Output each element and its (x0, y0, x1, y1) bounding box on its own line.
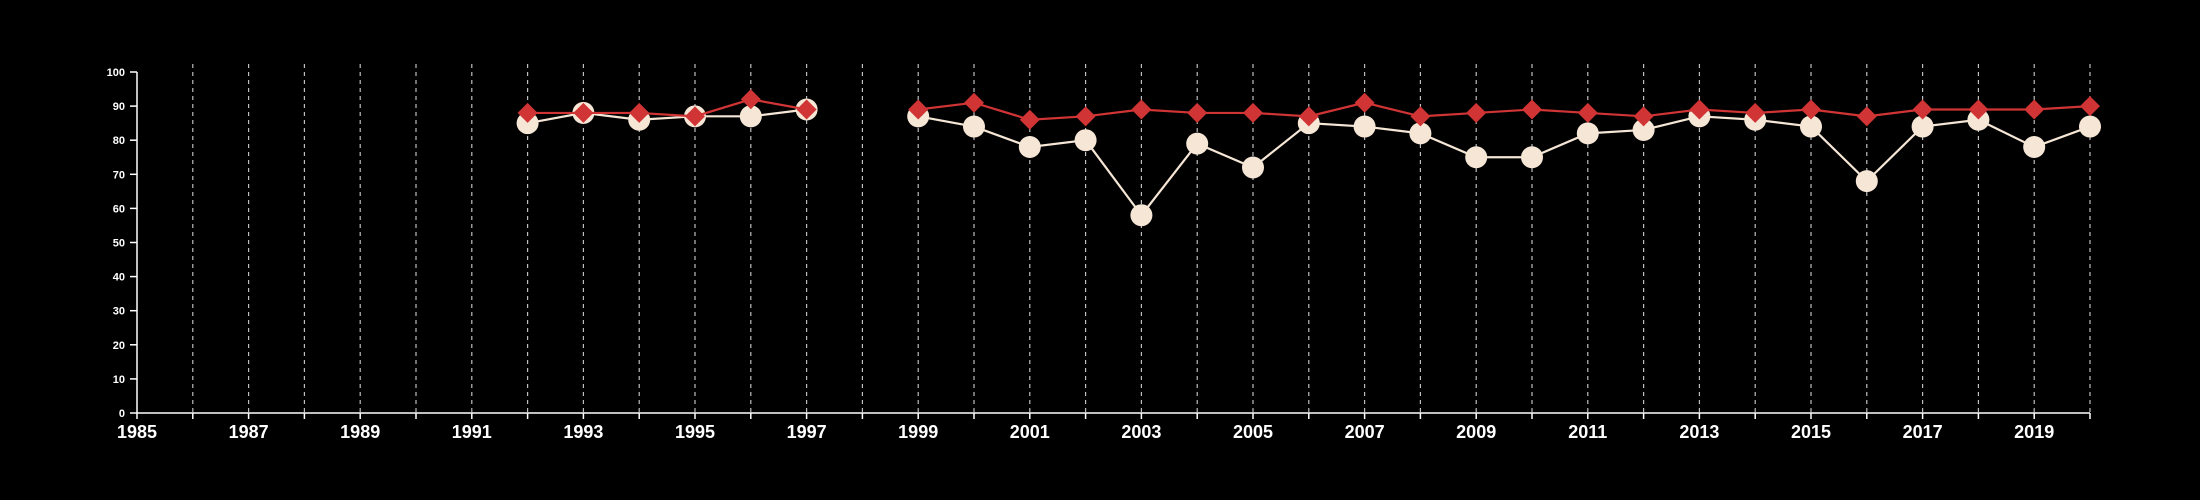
data-point-diamond (1187, 102, 1208, 123)
data-point-diamond (1410, 106, 1431, 127)
x-tick-label: 1995 (675, 422, 715, 442)
x-tick-label: 2001 (1010, 422, 1050, 442)
data-point-circle (739, 105, 762, 128)
y-tick-label: 40 (113, 272, 125, 284)
x-tick-label: 2017 (1903, 422, 1943, 442)
data-point-circle (1855, 170, 1878, 193)
y-tick-label: 70 (113, 169, 125, 181)
data-point-diamond (1577, 102, 1598, 123)
x-tick-label: 2015 (1791, 422, 1831, 442)
x-tick-label: 2019 (2014, 422, 2054, 442)
data-point-diamond (796, 99, 817, 120)
data-point-circle (2079, 115, 2101, 138)
data-point-diamond (2024, 99, 2045, 120)
data-point-diamond (1856, 106, 1877, 127)
data-point-diamond (1075, 106, 1096, 127)
y-tick-label: 0 (119, 408, 125, 420)
data-point-diamond (964, 92, 984, 113)
x-tick-label: 1991 (452, 422, 492, 442)
y-tick-label: 60 (113, 203, 125, 215)
data-point-diamond (1019, 109, 1040, 130)
y-tick-label: 80 (113, 135, 125, 147)
data-point-circle (1074, 129, 1097, 152)
y-tick-label: 20 (113, 340, 125, 352)
data-point-diamond (573, 102, 594, 123)
data-point-diamond (1522, 99, 1542, 120)
series-1-line (527, 108, 807, 125)
x-tick-label: 2003 (1121, 422, 1161, 442)
x-tick-label: 2009 (1456, 422, 1496, 442)
data-point-circle (1130, 204, 1153, 227)
data-point-circle (516, 112, 539, 135)
series-2-line (918, 101, 2091, 121)
data-point-circle (1911, 115, 1934, 138)
data-point-circle (1967, 108, 1990, 131)
data-point-circle (1409, 122, 1432, 145)
x-tick-label: 1987 (229, 422, 269, 442)
data-point-diamond (1131, 99, 1152, 120)
data-point-circle (1576, 122, 1599, 145)
data-point-diamond (1243, 102, 1263, 123)
data-point-diamond (517, 102, 538, 123)
data-point-circle (1465, 146, 1488, 169)
x-tick-label: 1997 (787, 422, 827, 442)
data-point-diamond (1968, 99, 1989, 120)
data-point-diamond (1633, 106, 1654, 127)
y-tick-label: 90 (113, 101, 125, 113)
data-point-diamond (740, 89, 761, 110)
data-point-circle (1521, 146, 1543, 169)
data-point-circle (1242, 156, 1264, 179)
x-tick-label: 2011 (1568, 422, 1607, 442)
data-point-circle (1353, 115, 1376, 138)
series-group (516, 89, 2101, 227)
data-point-diamond (629, 102, 650, 123)
axes: 0 10 20 30 40 50 60 70 80 90 100 1985 1987 1989 1991 19… (107, 67, 2091, 442)
data-point-circle (2023, 136, 2046, 159)
data-point-diamond (1689, 99, 1710, 120)
x-tick-label: 1985 (117, 422, 157, 442)
data-point-diamond (1298, 106, 1319, 127)
data-point-circle (1632, 118, 1655, 141)
x-tick-label: 2013 (1679, 422, 1719, 442)
y-tick-label: 50 (113, 238, 125, 250)
x-tick-label: 2005 (1233, 422, 1273, 442)
data-point-diamond (1801, 99, 1821, 120)
series-2 (517, 89, 2100, 130)
data-point-circle (963, 115, 985, 138)
y-tick-label: 30 (113, 306, 125, 318)
x-tick-label: 1999 (898, 422, 938, 442)
data-point-circle (1800, 115, 1822, 138)
data-point-circle (1186, 132, 1209, 155)
x-tick-label: 1993 (563, 422, 603, 442)
data-point-diamond (685, 106, 705, 127)
data-point-diamond (1466, 102, 1487, 123)
y-tick-label: 10 (113, 374, 125, 386)
series-1-line (918, 115, 2091, 218)
y-tick-label: 100 (107, 67, 125, 79)
data-point-diamond (908, 99, 929, 120)
x-tick-label: 1989 (340, 422, 380, 442)
data-point-diamond (1354, 92, 1375, 113)
data-point-diamond (1745, 102, 1766, 123)
data-point-circle (1018, 136, 1041, 159)
data-point-diamond (1912, 99, 1933, 120)
x-tick-label: 2007 (1345, 422, 1385, 442)
data-point-diamond (2080, 96, 2100, 117)
